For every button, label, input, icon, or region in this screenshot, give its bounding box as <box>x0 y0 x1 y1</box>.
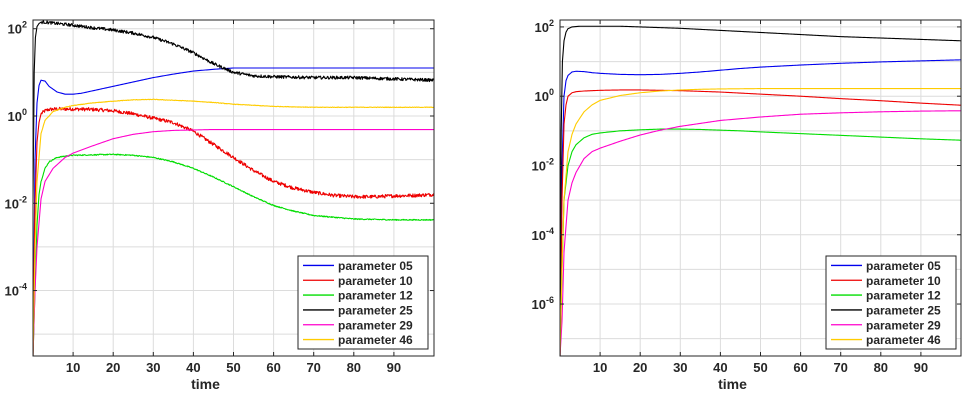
legend-label: parameter 05 <box>338 259 413 273</box>
y-tick-label: 100 <box>535 87 554 104</box>
x-tick-label: 50 <box>226 360 240 375</box>
series-group <box>33 20 434 356</box>
legend-label: parameter 10 <box>338 274 413 288</box>
x-tick-label: 20 <box>106 360 120 375</box>
chart-panel-1: 10 20 30 40 50 60 70 80 90 time 102 100 10-2 10-4 para… <box>5 19 435 392</box>
x-tick-label: 50 <box>753 360 767 375</box>
series-line-parameter-29 <box>560 110 961 356</box>
legend-label: parameter 10 <box>866 274 941 288</box>
y-tick-label: 10-4 <box>5 282 27 299</box>
series-line-parameter-46 <box>33 98 434 356</box>
x-tick-label: 10 <box>66 360 80 375</box>
legend-label: parameter 29 <box>866 318 941 332</box>
y-tick-label: 10-6 <box>532 295 554 312</box>
x-tick-label: 10 <box>593 360 607 375</box>
x-tick-label: 80 <box>347 360 361 375</box>
y-tick-label: 102 <box>8 20 27 37</box>
series-line-parameter-12 <box>560 128 961 356</box>
y-tick-label: 10-2 <box>532 156 554 173</box>
x-tick-label: 80 <box>874 360 888 375</box>
x-axis-label: time <box>718 376 747 392</box>
series-line-parameter-46 <box>560 88 961 356</box>
legend-box <box>825 255 957 350</box>
legend-label: parameter 25 <box>866 303 941 317</box>
x-tick-label: 40 <box>186 360 200 375</box>
x-tick-label: 30 <box>673 360 687 375</box>
x-tick-label: 40 <box>713 360 727 375</box>
legend-box <box>297 255 429 350</box>
x-tick-label: 60 <box>793 360 807 375</box>
y-tick-label: 10-2 <box>5 194 27 211</box>
series-line-parameter-29 <box>33 128 434 356</box>
legend-label: parameter 05 <box>866 259 941 273</box>
x-tick-label: 20 <box>633 360 647 375</box>
x-tick-label: 70 <box>833 360 847 375</box>
series-line-parameter-25 <box>33 20 434 204</box>
series-line-parameter-10 <box>560 89 961 356</box>
chart-panel-2: 10 20 30 40 50 60 70 80 90 time 102 100 10-2 10-4 10-6… <box>532 18 962 392</box>
x-tick-label: 70 <box>306 360 320 375</box>
legend-label: parameter 46 <box>866 333 941 347</box>
legend-label: parameter 46 <box>338 333 413 347</box>
y-tick-label: 102 <box>535 18 554 35</box>
series-group <box>560 25 961 356</box>
legend-label: parameter 12 <box>866 289 941 303</box>
series-line-parameter-25 <box>560 25 961 356</box>
series-line-parameter-12 <box>33 153 434 356</box>
legend-label: parameter 25 <box>338 303 413 317</box>
x-axis-label: time <box>191 376 220 392</box>
series-line-parameter-10 <box>33 106 434 356</box>
series-line-parameter-05 <box>33 67 434 356</box>
x-tick-label: 90 <box>914 360 928 375</box>
legend-label: parameter 29 <box>338 318 413 332</box>
legend-label: parameter 12 <box>338 289 413 303</box>
x-tick-label: 60 <box>266 360 280 375</box>
x-tick-label: 30 <box>146 360 160 375</box>
x-tick-label: 90 <box>387 360 401 375</box>
y-tick-label: 10-4 <box>532 226 554 243</box>
series-line-parameter-05 <box>560 59 961 356</box>
y-tick-label: 100 <box>8 107 27 124</box>
